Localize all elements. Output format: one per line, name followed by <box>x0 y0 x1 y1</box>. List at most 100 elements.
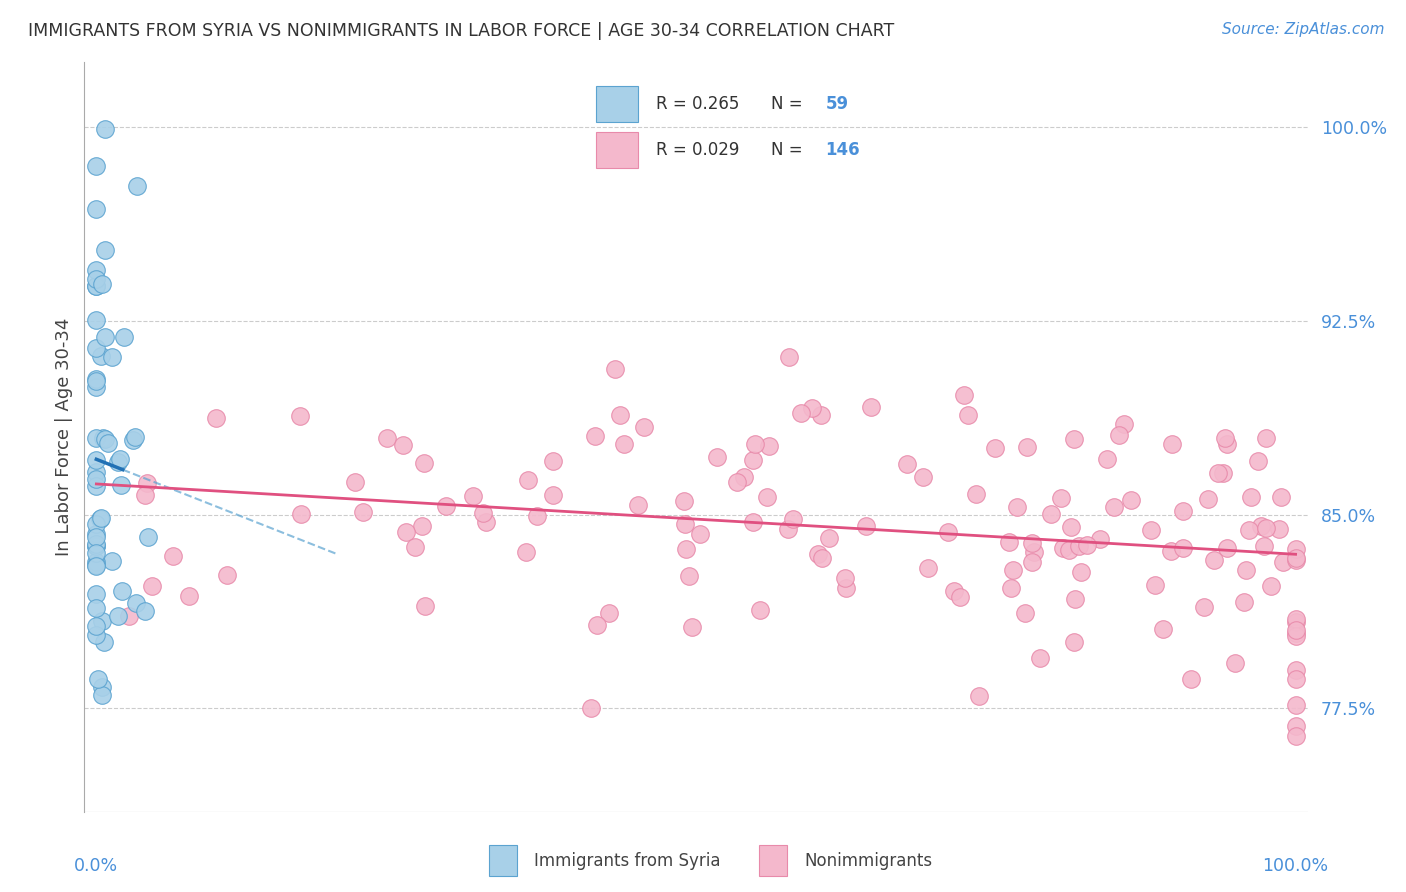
Point <box>86 555 108 569</box>
Point <box>127 179 149 194</box>
Point <box>100 554 122 568</box>
Point <box>395 525 418 540</box>
Point <box>984 441 1007 455</box>
Point <box>90 614 112 628</box>
Point <box>86 527 108 541</box>
Point <box>141 579 163 593</box>
Bar <box>596 132 638 168</box>
Point <box>107 608 129 623</box>
Point <box>733 469 755 483</box>
Point <box>94 330 117 344</box>
Point <box>1284 552 1306 566</box>
Text: R = 0.029: R = 0.029 <box>657 141 740 159</box>
Point <box>689 526 711 541</box>
Point <box>392 438 415 452</box>
Bar <box>759 846 787 876</box>
Point <box>404 540 426 554</box>
Point <box>411 518 433 533</box>
Point <box>94 432 117 446</box>
Point <box>517 473 540 487</box>
Point <box>1256 431 1278 445</box>
Point <box>790 406 813 420</box>
Point <box>94 243 117 257</box>
Point <box>86 537 108 551</box>
Text: Source: ZipAtlas.com: Source: ZipAtlas.com <box>1222 22 1385 37</box>
Point <box>1284 612 1306 626</box>
Point <box>1140 523 1163 537</box>
Point <box>111 583 134 598</box>
Point <box>1206 466 1229 480</box>
Point <box>86 530 108 544</box>
Point <box>474 516 496 530</box>
Point <box>1250 519 1272 533</box>
Point <box>86 202 108 216</box>
Point <box>110 477 132 491</box>
Point <box>91 431 114 445</box>
Point <box>86 431 108 445</box>
Point <box>936 524 959 539</box>
Point <box>86 341 108 355</box>
Point <box>86 374 108 388</box>
Point <box>835 581 858 595</box>
Point <box>1270 490 1292 504</box>
Point <box>1029 650 1052 665</box>
Point <box>1284 542 1306 557</box>
Point <box>134 488 156 502</box>
Point <box>1064 592 1087 607</box>
Point <box>86 380 108 394</box>
Point <box>1160 543 1182 558</box>
Point <box>1212 466 1234 480</box>
Point <box>1284 719 1306 733</box>
Point <box>1173 504 1195 518</box>
Point <box>1284 623 1306 637</box>
Point <box>515 545 537 559</box>
Point <box>434 499 457 513</box>
Point <box>811 550 834 565</box>
Point <box>413 456 436 470</box>
Point <box>855 519 877 533</box>
Point <box>1197 492 1219 507</box>
Point <box>118 609 141 624</box>
Point <box>776 522 799 536</box>
Point <box>1021 555 1043 569</box>
Point <box>1067 539 1090 553</box>
Point <box>86 372 108 386</box>
Point <box>136 476 159 491</box>
Point <box>86 546 108 560</box>
Point <box>1180 672 1202 686</box>
Point <box>86 159 108 173</box>
Point <box>605 361 627 376</box>
Point <box>91 277 114 292</box>
Point <box>86 539 108 553</box>
Point <box>725 475 748 489</box>
Point <box>1039 507 1062 521</box>
Point <box>969 689 991 703</box>
Point <box>86 279 108 293</box>
Point <box>1284 698 1306 712</box>
Point <box>86 517 108 532</box>
Point <box>998 534 1021 549</box>
Point <box>800 401 823 415</box>
Point <box>290 507 312 521</box>
Point <box>162 549 184 563</box>
Text: 146: 146 <box>825 141 860 159</box>
Point <box>86 587 108 601</box>
Point <box>1233 595 1256 609</box>
Point <box>1088 533 1111 547</box>
Point <box>472 506 495 520</box>
Point <box>673 493 696 508</box>
Point <box>1240 490 1263 504</box>
Point <box>778 350 800 364</box>
Point <box>122 433 145 447</box>
Point <box>86 312 108 326</box>
Point <box>1272 555 1295 569</box>
Point <box>817 531 839 545</box>
Point <box>742 452 765 467</box>
Point <box>86 539 108 553</box>
Point <box>86 558 108 572</box>
Point <box>1160 436 1182 450</box>
Point <box>1284 629 1306 643</box>
Point <box>834 571 856 585</box>
Point <box>1052 541 1074 555</box>
Point <box>1104 500 1126 514</box>
